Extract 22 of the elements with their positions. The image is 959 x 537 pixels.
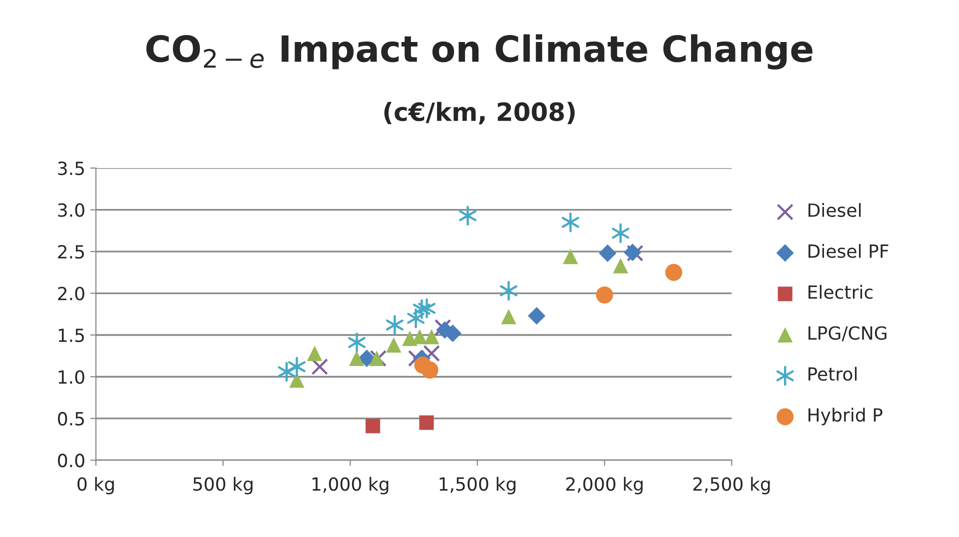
- x-tick-label: 1,000 kg: [312, 476, 388, 494]
- y-tick-label: 3.0: [58, 203, 84, 217]
- legend-label: Diesel: [808, 203, 861, 218]
- y-tick-label: 0.0: [58, 454, 84, 468]
- y-tick-label: 0.5: [58, 412, 84, 426]
- y-tick-label: 3.5: [58, 162, 84, 176]
- y-tick-label: 2.5: [58, 245, 84, 259]
- legend-label: LPG/CNG: [808, 326, 886, 342]
- y-tick-label: 1.5: [58, 328, 84, 342]
- chart-subtitle: (c€/km, 2008): [384, 102, 575, 124]
- legend-label: Hybrid P: [808, 408, 882, 426]
- x-tick-label: 2,000 kg: [566, 476, 643, 494]
- x-tick-label: 1,500 kg: [440, 476, 516, 494]
- chart-title: CO$_{2−e}$ Impact on Climate Change: [146, 34, 812, 70]
- y-tick-label: 1.0: [58, 370, 84, 384]
- x-tick-label: 2,500 kg: [693, 476, 770, 494]
- x-tick-label: 0 kg: [78, 476, 114, 494]
- legend-label: Petrol: [808, 366, 857, 381]
- legend-label: Electric: [808, 284, 873, 299]
- y-tick-label: 2.0: [58, 286, 84, 300]
- legend-label: Diesel PF: [808, 244, 888, 258]
- x-tick-label: 500 kg: [193, 476, 252, 494]
